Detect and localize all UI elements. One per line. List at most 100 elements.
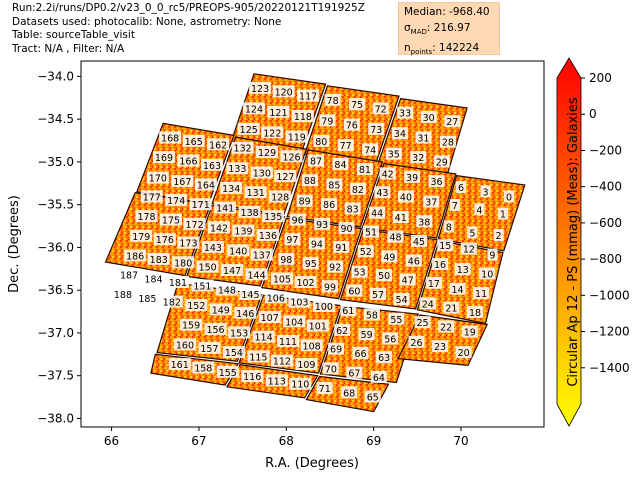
patch-label: 83	[347, 204, 359, 215]
patch-label-bg	[316, 382, 333, 395]
patch-label: 113	[268, 376, 286, 387]
x-tick-label: 67	[191, 434, 206, 448]
patch-label-bg	[387, 230, 404, 243]
patch-label-bg	[326, 178, 343, 191]
patch-label: 68	[343, 388, 355, 399]
patch-label: 140	[229, 246, 247, 257]
patch-label: 73	[370, 125, 382, 136]
patch-label: 185	[138, 294, 156, 305]
patch-label: 148	[218, 286, 236, 297]
patch-label: 58	[366, 310, 378, 321]
patch-label: 179	[132, 232, 150, 243]
patch-label-bg	[415, 131, 432, 144]
patch-label: 180	[174, 258, 192, 269]
patch-label-bg	[258, 311, 281, 324]
patch-label: 28	[442, 138, 454, 149]
patch-label: 93	[316, 220, 328, 231]
patch-label-bg	[171, 175, 194, 188]
patch-label: 71	[319, 384, 331, 395]
patch-label: 159	[182, 321, 200, 332]
patch-label: 31	[417, 133, 429, 144]
patch-label: 55	[390, 315, 402, 326]
patch-label-bg	[226, 162, 249, 175]
patch-label-bg	[220, 181, 243, 194]
patch-label-bg	[379, 167, 396, 180]
patch-label-bg	[385, 147, 402, 160]
patch-label-bg	[351, 265, 368, 278]
run-path: Run:2.2i/runs/DP0.2/v23_0_0_rc5/PREOPS-9…	[12, 2, 365, 14]
patch-label-bg	[399, 273, 416, 286]
patch-label-bg	[285, 130, 308, 143]
patch-label: 173	[179, 239, 197, 250]
patch-label: 100	[315, 302, 333, 313]
patch-label: 24	[422, 299, 434, 310]
patch-label: 84	[334, 160, 346, 171]
patch-label-bg	[411, 234, 428, 247]
colorbar-tick-label: 0	[589, 107, 597, 121]
patch-label-bg	[274, 169, 297, 182]
patch-label: 44	[371, 209, 383, 220]
patch-label: 43	[376, 188, 388, 199]
patch-label-bg	[250, 166, 273, 179]
patch-label: 95	[305, 259, 317, 270]
patch-label: 77	[340, 141, 352, 152]
patch-label: 131	[247, 188, 265, 199]
patch-label: 7	[452, 201, 458, 212]
patch-label: 48	[389, 233, 401, 244]
patch-label: 118	[294, 112, 312, 123]
patch-label-bg	[183, 217, 206, 230]
patch-label: 14	[451, 285, 463, 296]
patch-label-bg	[280, 150, 303, 163]
patch-label: 79	[321, 116, 333, 127]
patch-label-bg	[247, 350, 270, 363]
patch-label-bg	[333, 240, 350, 253]
patch-label: 35	[388, 150, 400, 161]
patch-label-bg	[332, 157, 349, 170]
patch-label: 146	[236, 309, 254, 320]
patch-label: 101	[309, 322, 327, 333]
patch-label: 36	[431, 177, 443, 188]
patch-label: 166	[179, 157, 197, 168]
patch-label: 139	[234, 227, 252, 238]
patch-label-bg	[306, 319, 329, 332]
x-axis-label: R.A. (Degrees)	[265, 456, 359, 471]
patch-label: 76	[346, 121, 358, 132]
patch-label-bg	[302, 257, 319, 270]
patch-label: 64	[373, 373, 385, 384]
patch-label-bg	[388, 312, 405, 325]
patch-label: 4	[476, 205, 482, 216]
patch-label: 130	[253, 169, 271, 180]
patch-label: 151	[193, 281, 211, 292]
patch-label-bg	[370, 287, 387, 300]
patch-label-bg	[334, 323, 351, 336]
patch-label: 132	[234, 144, 252, 155]
patch-label: 119	[288, 133, 306, 144]
patch-label: 16	[434, 260, 446, 271]
patch-label-bg	[172, 256, 195, 269]
patch-label: 122	[263, 128, 281, 139]
patch-label-bg	[321, 280, 338, 293]
colorbar-tick-label: −1200	[589, 325, 630, 339]
patch-label: 10	[481, 269, 493, 280]
patch-label: 147	[223, 266, 241, 277]
y-tick-label: −38.0	[37, 411, 74, 425]
patch-label-bg	[160, 295, 183, 308]
patch-label-bg	[369, 206, 386, 219]
patch-label-bg	[209, 303, 232, 316]
patch-label-bg	[231, 141, 254, 154]
patch-label-bg	[344, 202, 361, 215]
patch-label: 2	[496, 231, 502, 242]
patch-label: 109	[297, 360, 315, 371]
patch-label: 32	[412, 153, 424, 164]
patch-label: 33	[399, 109, 411, 120]
colorbar-tick-label: −800	[589, 252, 622, 266]
patch-label-bg	[297, 89, 320, 102]
patch-label-bg	[461, 325, 478, 338]
patch-label-bg	[420, 110, 437, 123]
patch-label: 99	[324, 282, 336, 293]
patch-label-bg	[358, 328, 375, 341]
patch-label: 134	[222, 184, 240, 195]
patch-label-bg	[449, 199, 460, 212]
patch-label: 38	[418, 217, 430, 228]
